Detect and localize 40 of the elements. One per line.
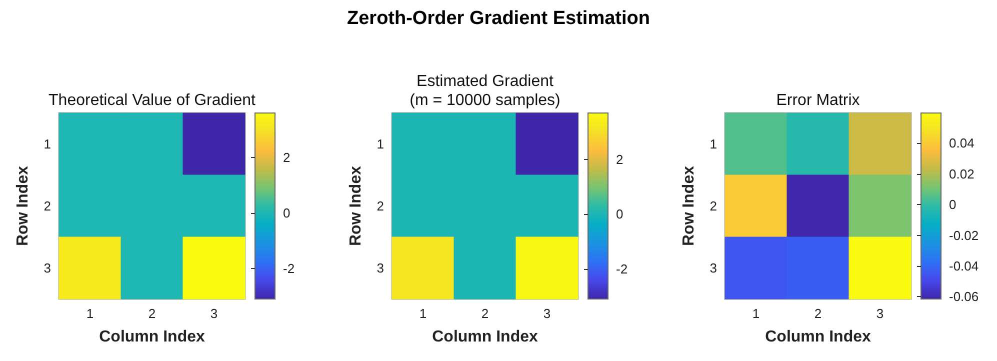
color-bar-label: -2 (616, 261, 628, 276)
y-axis-title: Row Index (680, 166, 698, 246)
color-bar-label: -0.06 (949, 289, 979, 304)
y-axis-title: Row Index (14, 166, 32, 246)
x-tick-label: 2 (148, 306, 156, 321)
y-tick-label: 2 (44, 198, 51, 214)
x-tick-label: 1 (752, 306, 760, 321)
x-tick-label: 1 (419, 306, 427, 321)
y-tick-label: 1 (710, 136, 717, 152)
color-bar-label: 0.02 (949, 166, 974, 182)
color-bar-label: 0 (616, 206, 624, 222)
x-axis-title: Column Index (765, 328, 871, 346)
y-tick-label: 3 (376, 260, 384, 276)
chart-title: Error Matrix (775, 90, 861, 110)
y-tick-label: 2 (710, 198, 717, 214)
chart-title: Estimated Gradient (m = 10000 samples) (408, 72, 562, 110)
x-tick-label: 2 (814, 306, 822, 321)
x-tick-label: 3 (210, 306, 218, 321)
x-axis-title: Column Index (432, 328, 538, 346)
x-tick-label: 1 (86, 306, 94, 321)
color-bar-label: -0.02 (949, 228, 979, 243)
y-tick-label: 2 (376, 198, 384, 214)
y-tick-label: 3 (44, 260, 51, 276)
y-tick-label: 3 (710, 260, 717, 276)
y-tick-label: 1 (376, 136, 384, 152)
color-bar-label: -2 (283, 260, 295, 276)
color-bar-label: 0 (283, 205, 290, 220)
x-tick-label: 2 (481, 306, 489, 321)
text: Zeroth-Order Gradient Estimation (346, 8, 651, 30)
x-axis-title: Column Index (99, 328, 205, 346)
color-bar-label: -0.04 (949, 258, 979, 274)
color-bar-label: 2 (283, 150, 290, 165)
y-axis-title: Row Index (348, 166, 364, 246)
x-tick-label: 3 (543, 306, 551, 321)
color-bar-label: 0.04 (949, 136, 974, 151)
color-bar-label: 2 (616, 152, 624, 167)
color-bar-label: 0 (949, 197, 956, 212)
x-tick-label: 3 (876, 306, 884, 321)
y-tick-label: 1 (44, 136, 51, 152)
chart-title: Theoretical Value of Gradient (48, 90, 256, 110)
